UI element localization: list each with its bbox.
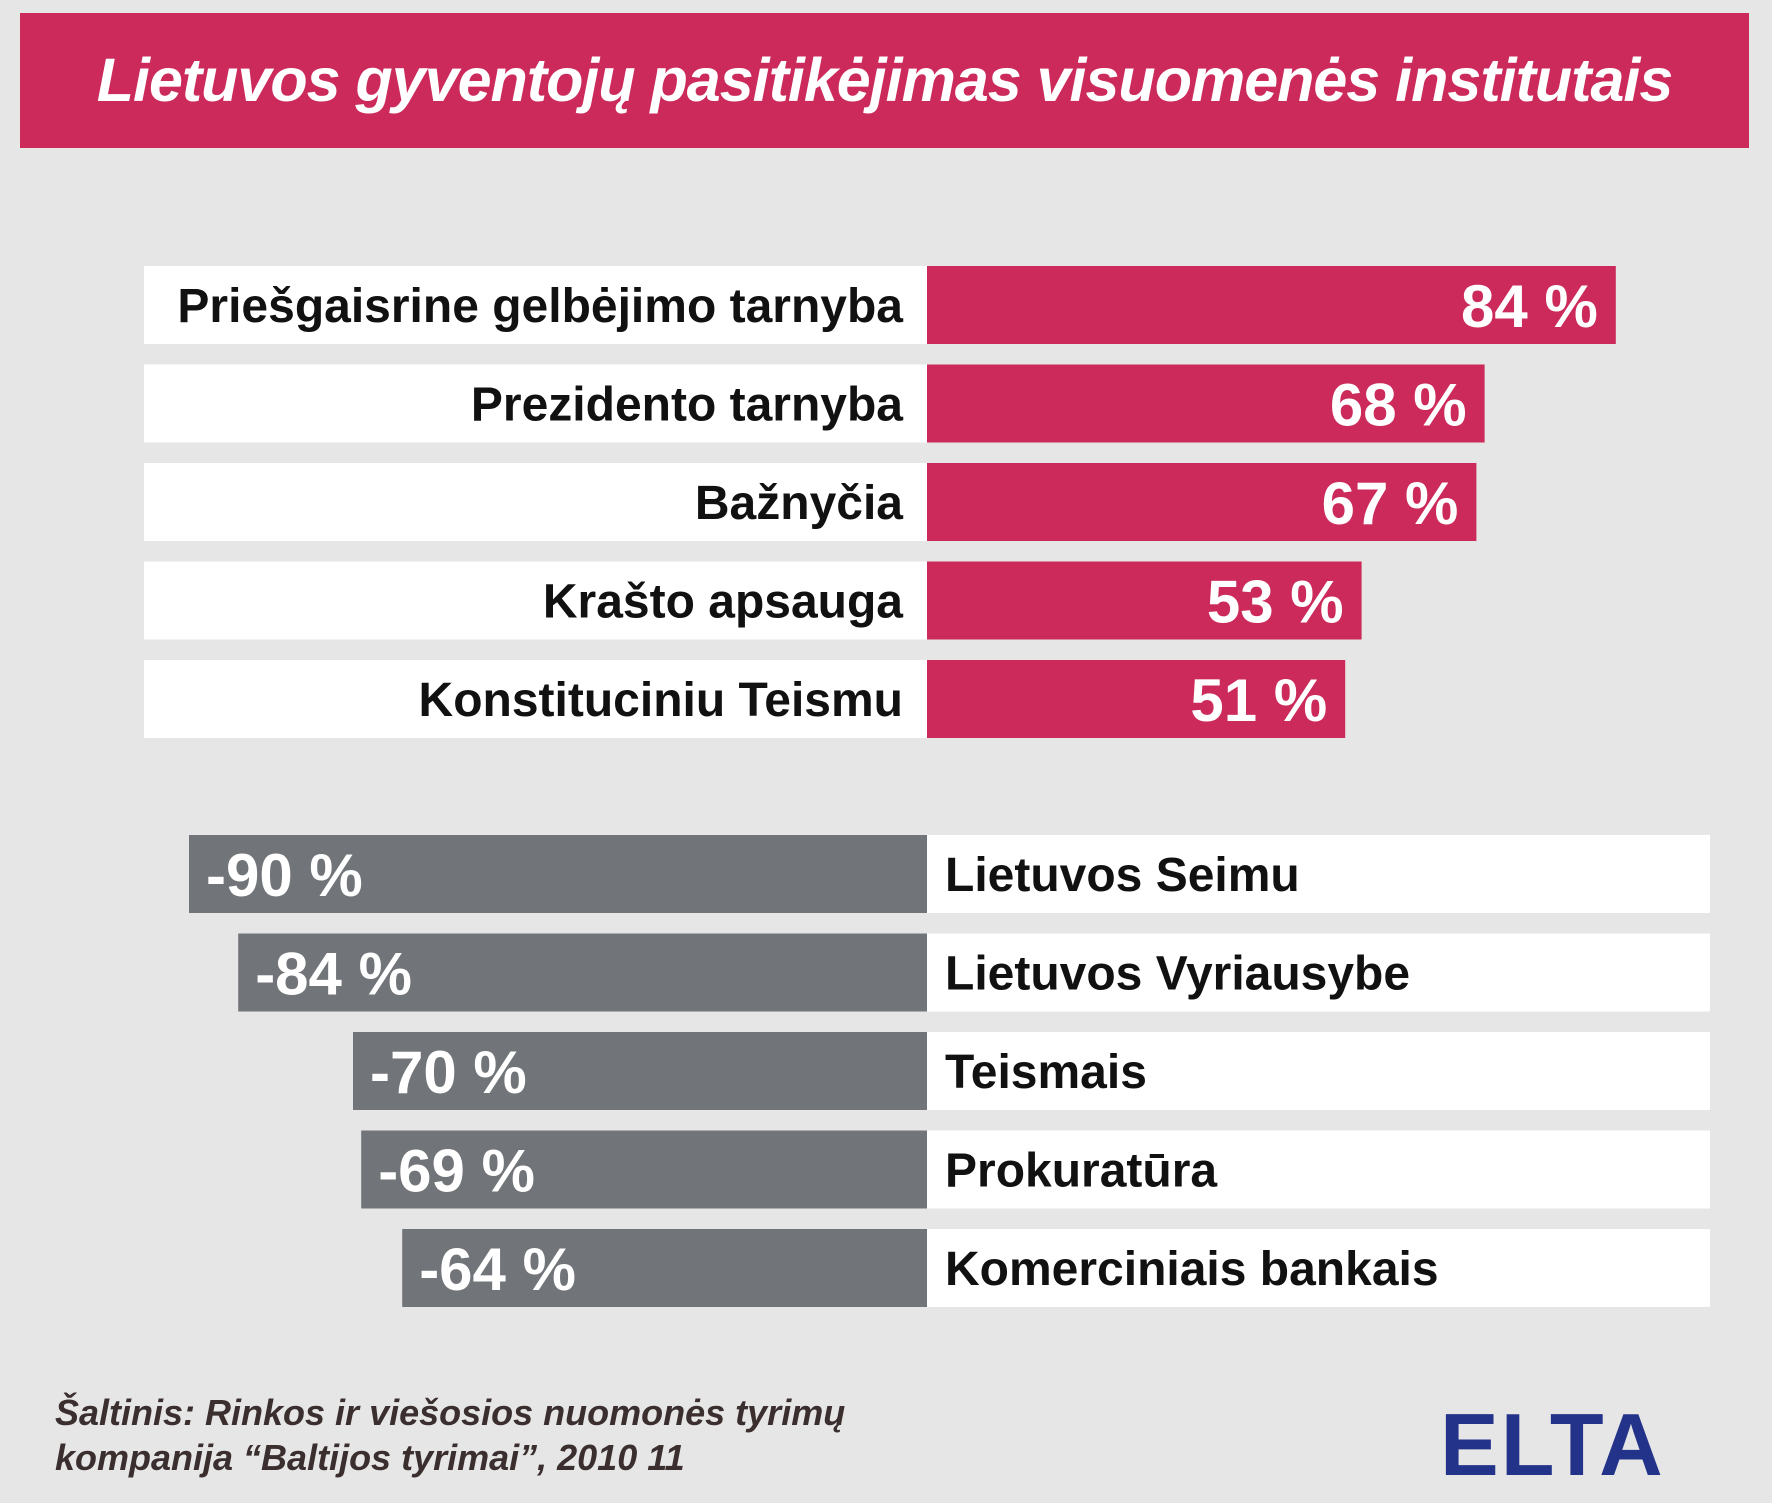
value-label-priesgaisrine-gelbejimo-tarnyba: 84 % [1461, 273, 1598, 340]
value-label-konstituciniu-teismu: 51 % [1190, 667, 1327, 734]
bar-baznycia [927, 463, 1477, 541]
category-label-teismais: Teismais [945, 1046, 1147, 1099]
category-label-prezidento-tarnyba: Prezidento tarnyba [471, 379, 903, 432]
label-panel-krasto-apsauga [144, 561, 927, 640]
bar-lietuvos-seimu [189, 835, 927, 913]
bar-krasto-apsauga [927, 561, 1362, 640]
source-note: Šaltinis: Rinkos ir viešosios nuomonės t… [55, 1390, 955, 1480]
value-label-prezidento-tarnyba: 68 % [1330, 372, 1467, 439]
category-label-krasto-apsauga: Krašto apsauga [543, 576, 903, 629]
value-label-lietuvos-vyriausybe: -84 % [255, 941, 412, 1008]
source-line-2: kompanija “Baltijos tyrimai”, 2010 11 [55, 1437, 685, 1478]
label-panel-baznycia [144, 463, 927, 541]
bar-prezidento-tarnyba [927, 364, 1485, 443]
label-panel-komerciniais-bankais [927, 1229, 1710, 1307]
value-label-lietuvos-seimu: -90 % [206, 842, 363, 909]
category-label-prokuratura: Prokuratūra [945, 1145, 1217, 1198]
bar-priesgaisrine-gelbejimo-tarnyba [927, 266, 1616, 344]
category-label-konstituciniu-teismu: Konstituciniu Teismu [419, 674, 903, 727]
value-label-baznycia: 67 % [1322, 470, 1459, 537]
label-panel-konstituciniu-teismu [144, 660, 927, 738]
chart-title: Lietuvos gyventojų pasitikėjimas visuome… [96, 46, 1674, 114]
category-label-lietuvos-vyriausybe: Lietuvos Vyriausybe [945, 948, 1410, 1001]
bar-komerciniais-bankais [402, 1229, 927, 1307]
source-line-1: Šaltinis: Rinkos ir viešosios nuomonės t… [55, 1392, 846, 1433]
bar-lietuvos-vyriausybe [238, 933, 927, 1012]
label-panel-teismais [927, 1032, 1710, 1110]
value-label-teismais: -70 % [370, 1039, 527, 1106]
elta-logo: ELTA [1440, 1395, 1665, 1494]
label-panel-lietuvos-seimu [927, 835, 1710, 913]
label-panel-prokuratura [927, 1130, 1710, 1209]
bar-teismais [353, 1032, 927, 1110]
label-panel-lietuvos-vyriausybe [927, 933, 1710, 1012]
category-label-priesgaisrine-gelbejimo-tarnyba: Priešgaisrine gelbėjimo tarnyba [177, 280, 903, 333]
title-banner: Lietuvos gyventojų pasitikėjimas visuome… [20, 13, 1749, 148]
value-label-krasto-apsauga: 53 % [1207, 569, 1344, 636]
category-label-lietuvos-seimu: Lietuvos Seimu [945, 849, 1300, 902]
label-panel-prezidento-tarnyba [144, 364, 927, 443]
category-label-baznycia: Bažnyčia [695, 477, 903, 530]
value-label-komerciniais-bankais: -64 % [419, 1236, 576, 1303]
category-label-komerciniais-bankais: Komerciniais bankais [945, 1243, 1439, 1296]
bar-konstituciniu-teismu [927, 660, 1346, 738]
label-panel-priesgaisrine-gelbejimo-tarnyba [144, 266, 927, 344]
value-label-prokuratura: -69 % [378, 1138, 535, 1205]
bar-prokuratura [361, 1130, 927, 1209]
